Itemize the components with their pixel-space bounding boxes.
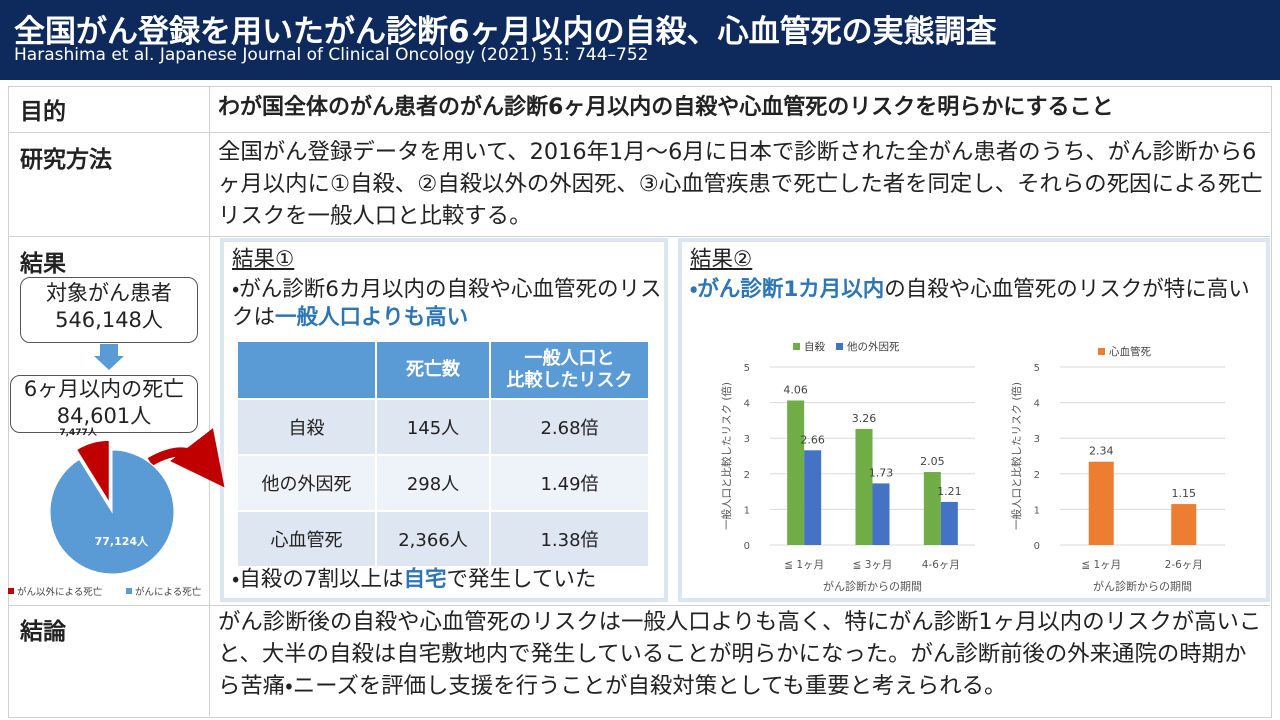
purpose-text: わが国全体のがん患者のがん診断6ヶ月以内の自殺や心血管死のリスクを明らかにするこ…: [218, 95, 1114, 120]
flow-value: 546,148人: [55, 308, 163, 332]
subtitle: Harashima et al. Japanese Journal of Cli…: [14, 45, 649, 65]
panel-text: ・がん診断6カ月以内の自殺や心血管死のリスクは一般人口よりも高い: [232, 276, 664, 332]
highlight: 一般人口よりも高い: [275, 305, 469, 330]
table-cell: 298人: [375, 454, 491, 512]
title: 全国がん登録を用いたがん診断6ヶ月以内の自殺、心血管死の実態調査: [14, 14, 997, 50]
panel-note: ・自殺の7割以上は自宅で発生していた: [232, 566, 596, 594]
header: [0, 0, 1280, 80]
note: で発生していた: [446, 567, 597, 592]
table-row: 心血管死 2,366人 1.38倍: [236, 510, 650, 568]
divider: [8, 236, 1270, 237]
row-label: 目的: [20, 99, 66, 125]
table-cell: 1.38倍: [489, 510, 650, 568]
highlight: 自宅: [403, 567, 447, 592]
table-header: 死亡数 一般人口と 比較したリスク: [236, 340, 650, 400]
divider: [209, 86, 210, 716]
text: の自殺や心血管死のリスクが特に高い: [884, 277, 1250, 302]
panel-title: 結果①: [232, 247, 295, 272]
frame: [8, 86, 1272, 718]
flow-label: 対象がん患者: [46, 281, 172, 305]
divider: [8, 605, 1270, 606]
table-cell: 自殺: [236, 398, 377, 456]
flow-value: 84,601人: [56, 404, 152, 428]
lead: ・がん診断6カ月以内の自殺や心血管死のリスクは: [232, 277, 662, 330]
flow-box: 6ヶ月以内の死亡 84,601人: [10, 375, 198, 433]
table-cell: 他の外因死: [236, 454, 377, 512]
row-label: 結果: [20, 251, 66, 277]
divider: [8, 132, 1270, 133]
flow-box: 対象がん患者 546,148人: [20, 277, 198, 343]
table-row: 自殺 145人 2.68倍: [236, 398, 650, 456]
table-cell: 145人: [375, 398, 491, 456]
conclusion-text: がん診断後の自殺や心血管死のリスクは一般人口よりも高く、特にがん診断1ヶ月以内の…: [218, 609, 1262, 699]
header-cell: [236, 340, 377, 400]
flow-label: 6ヶ月以内の死亡: [23, 377, 185, 401]
bullet: ・: [690, 277, 698, 302]
result-table: 死亡数 一般人口と 比較したリスク 自殺 145人 2.68倍 他の外因死 298人 1.4…: [236, 340, 650, 568]
table-row: 他の外因死 298人 1.49倍: [236, 454, 650, 512]
methods-text: 全国がん登録データを用いて、2016年1月～6月に日本で診断された全がん患者のう…: [218, 139, 1263, 229]
header-cell: 一般人口と 比較したリスク: [489, 340, 650, 400]
table-cell: 2.68倍: [489, 398, 650, 456]
table-cell: 2,366人: [375, 510, 491, 568]
row-label: 研究方法: [20, 147, 112, 173]
table-cell: 心血管死: [236, 510, 377, 568]
table-cell: 1.49倍: [489, 454, 650, 512]
panel-title: 結果②: [690, 247, 753, 272]
highlight: がん診断1カ月以内: [697, 277, 885, 302]
header-cell: 死亡数: [375, 340, 491, 400]
note: ・自殺の7割以上は: [232, 567, 404, 592]
panel-text: ・がん診断1カ月以内の自殺や心血管死のリスクが特に高い: [690, 276, 1262, 304]
row-label: 結論: [20, 619, 66, 645]
